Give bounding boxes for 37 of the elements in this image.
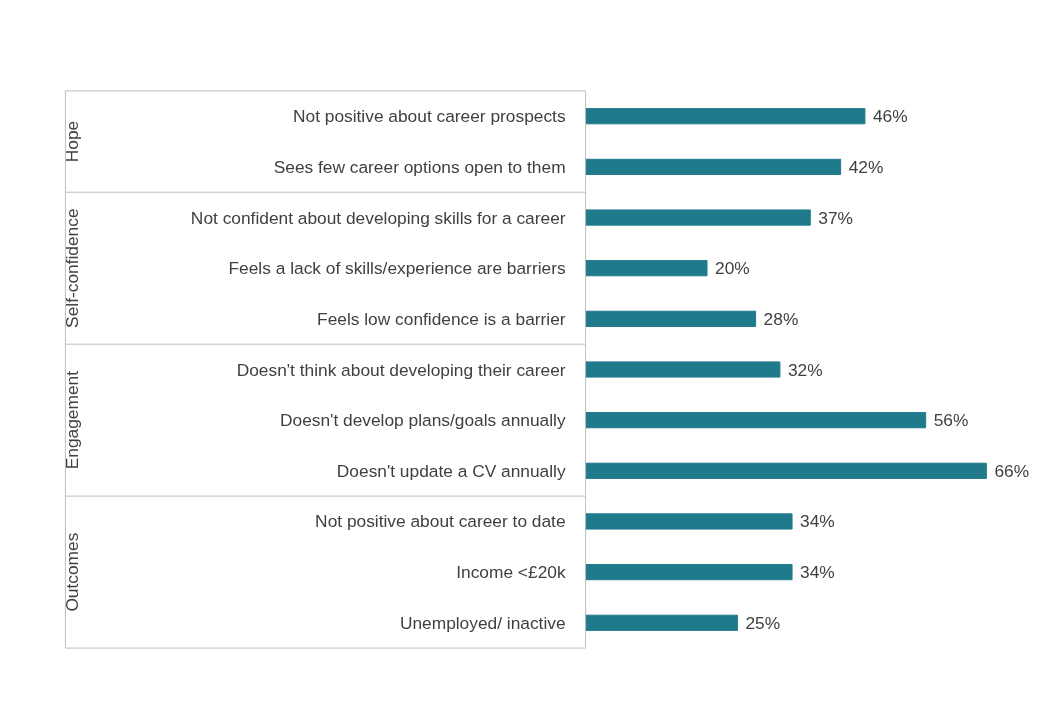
text: Self-confidence	[62, 208, 83, 328]
data-label: 34%	[800, 511, 835, 532]
data-label: 46%	[872, 106, 908, 127]
y-tick-label: Doesn't update a CV annually	[336, 460, 566, 481]
data-label: 56%	[933, 410, 969, 431]
bar	[585, 108, 866, 125]
data-label: 32%	[787, 359, 823, 380]
bar	[585, 614, 738, 631]
bar	[585, 260, 708, 277]
data-label: 20%	[715, 258, 750, 279]
y-tick-label: Not positive about career prospects	[292, 106, 566, 127]
bar	[585, 310, 757, 327]
data-label: 34%	[800, 562, 835, 583]
bar	[585, 462, 987, 479]
y-tick-label: Income <£20k	[456, 562, 566, 583]
text: Outcomes	[62, 532, 83, 612]
y-tick-label: Doesn't develop plans/goals annually	[280, 410, 566, 431]
bar	[585, 564, 793, 581]
bar	[585, 158, 842, 175]
data-label: 37%	[818, 207, 853, 228]
data-label: 66%	[994, 460, 1030, 481]
y-tick-label: Unemployed/ inactive	[399, 612, 566, 633]
bar	[585, 412, 927, 429]
bar	[585, 361, 781, 378]
y-tick-label: Doesn't think about developing their career	[236, 359, 566, 380]
y-tick-label: Feels low confidence is a barrier	[317, 308, 566, 329]
bar	[585, 209, 811, 226]
y-tick-label: Sees few career options open to them	[273, 156, 566, 177]
data-label: 42%	[848, 156, 884, 177]
text: Engagement	[62, 370, 83, 470]
bar	[585, 513, 793, 530]
data-label: 25%	[745, 612, 781, 633]
y-tick-label: Feels a lack of skills/experience are barriers	[228, 258, 566, 279]
y-tick-label: Not confident about developing skills for a career	[190, 207, 566, 228]
y-tick-label: Not positive about career to date	[315, 511, 566, 532]
text: Hope	[62, 120, 83, 163]
data-label: 28%	[763, 308, 799, 329]
